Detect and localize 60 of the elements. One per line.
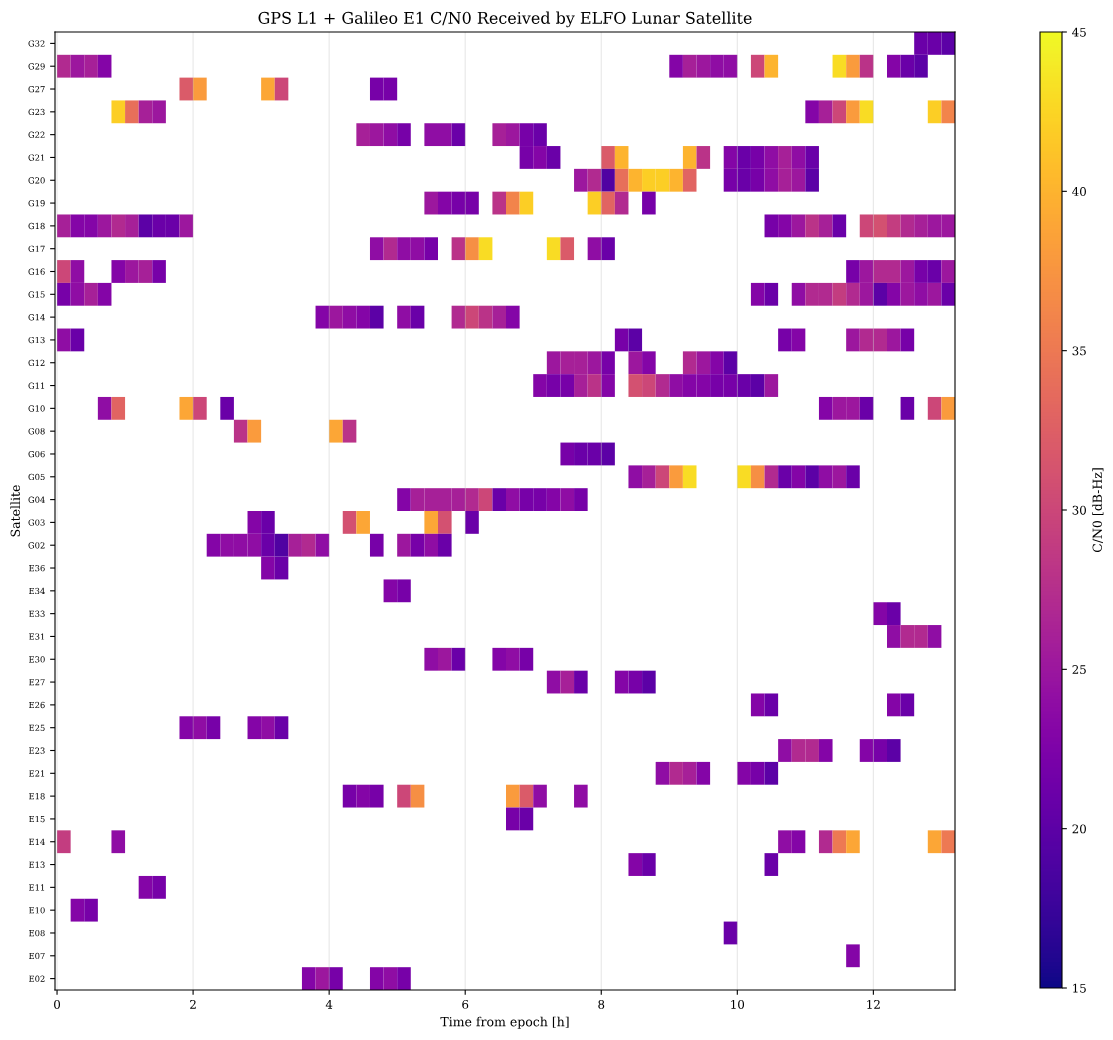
y-tick-label: E36	[29, 565, 45, 572]
color-bar-label: 45	[1072, 27, 1086, 37]
color-bar-label: 15	[1073, 983, 1086, 993]
y-tick-label: G16	[28, 268, 45, 275]
y-tick-label: G18	[28, 222, 45, 230]
x-tick-label: 8	[598, 999, 605, 1009]
x-tick-label: 4	[325, 999, 333, 1009]
color-bar-label: 20	[1072, 824, 1086, 834]
y-tick-label: G05	[28, 473, 45, 481]
y-tick-label: G29	[28, 63, 45, 70]
x-tick-label: 12	[867, 999, 880, 1009]
y-tick-label: G02	[28, 542, 45, 549]
y-tick-label: E07	[29, 952, 45, 960]
x-tick-label: 2	[190, 999, 196, 1009]
y-tick-label: E27	[29, 679, 45, 686]
y-tick-label: G10	[28, 405, 45, 412]
y-axis-title: Satellite	[10, 485, 21, 537]
y-tick-label: G06	[28, 450, 45, 458]
x-tick-label: 6	[462, 999, 469, 1009]
y-tick-label: E11	[29, 884, 45, 891]
x-tick-label: 10	[731, 999, 745, 1009]
x-axis-title: Time from epoch [h]	[440, 1016, 569, 1029]
y-tick-label: E26	[29, 701, 45, 709]
y-tick-label: G12	[28, 359, 45, 367]
y-tick-label: E25	[29, 724, 45, 731]
y-tick-label: G08	[28, 428, 45, 435]
y-tick-label: G14	[28, 314, 45, 321]
y-tick-label: G21	[28, 154, 45, 161]
y-tick-label: G19	[28, 200, 45, 207]
y-tick-label: G11	[28, 382, 45, 389]
y-tick-label: G20	[28, 177, 45, 184]
y-tick-label: E30	[29, 656, 45, 663]
color-bar-label: 40	[1072, 187, 1086, 196]
y-tick-label: E34	[29, 587, 45, 595]
y-tick-label: E10	[29, 907, 45, 914]
y-tick-label: G13	[28, 336, 45, 344]
color-bar-label: 25	[1072, 665, 1086, 674]
color-bar-label: 35	[1072, 346, 1086, 356]
color-bar-title: C/N0 [dB-Hz]	[1092, 468, 1104, 553]
y-tick-label: E13	[29, 861, 45, 868]
y-tick-label: E08	[29, 929, 45, 937]
y-tick-label: G15	[28, 291, 45, 298]
chart-title: GPS L1 + Galileo E1 C/N0 Received by ELFO Lunar Satellite	[258, 11, 752, 28]
y-tick-label: E21	[29, 770, 45, 777]
color-bar-label: 30	[1072, 505, 1086, 515]
y-tick-label: G27	[28, 86, 45, 93]
y-tick-label: E15	[29, 815, 45, 823]
y-tick-label: G04	[28, 496, 45, 503]
y-tick-label: G03	[28, 519, 45, 526]
y-tick-label: E18	[29, 793, 45, 800]
y-tick-label: E33	[29, 610, 45, 617]
y-tick-label: E14	[29, 838, 45, 845]
y-tick-label: E31	[29, 633, 45, 640]
y-tick-label: G32	[28, 40, 45, 47]
y-tick-label: E02	[29, 975, 45, 982]
y-tick-label: E23	[29, 747, 45, 754]
y-tick-label: G23	[28, 108, 45, 116]
y-tick-label: G22	[28, 131, 45, 138]
y-tick-label: G17	[28, 245, 45, 252]
x-tick-label: 0	[54, 999, 61, 1009]
